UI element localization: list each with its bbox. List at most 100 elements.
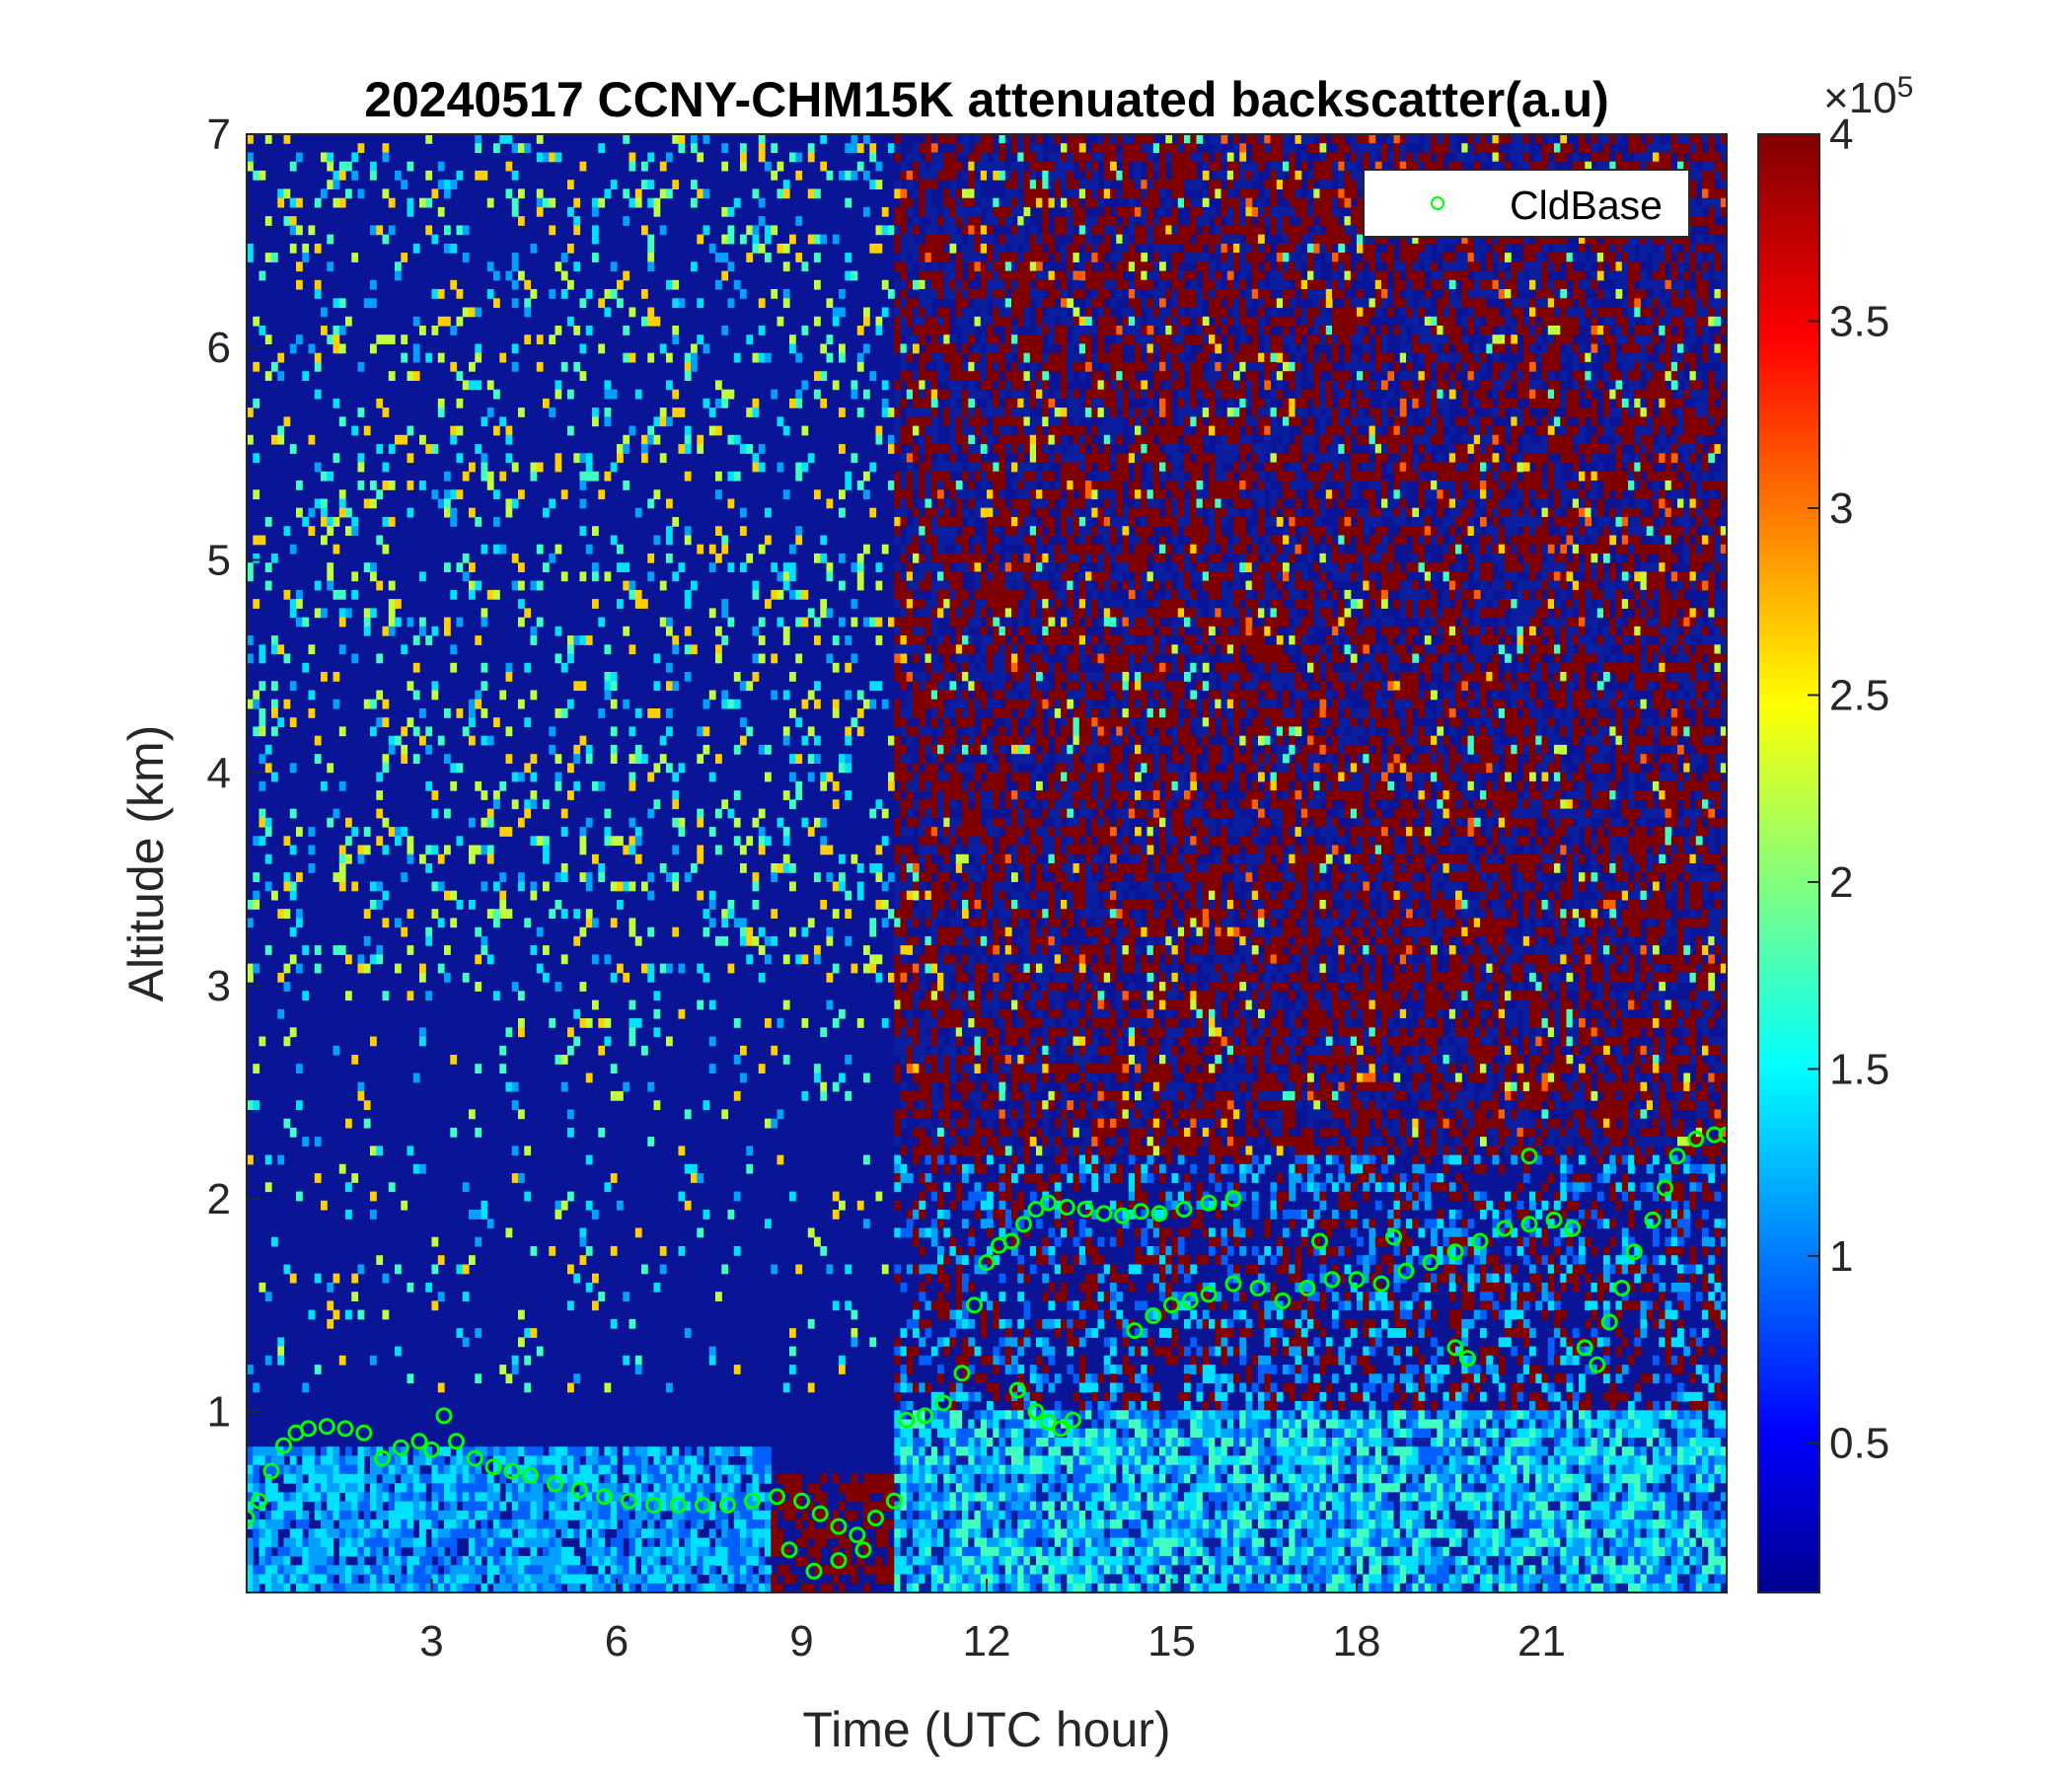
heatmap-cell <box>913 699 920 709</box>
heatmap-cell <box>629 152 636 163</box>
heatmap-cell <box>962 909 969 919</box>
heatmap-cell <box>930 580 938 591</box>
heatmap-cell <box>264 881 272 892</box>
heatmap-cell <box>814 1565 821 1576</box>
heatmap-cell <box>962 143 969 153</box>
heatmap-cell <box>444 507 451 518</box>
heatmap-cell <box>987 398 994 408</box>
heatmap-cell <box>598 1537 606 1548</box>
heatmap-cell <box>247 1483 254 1493</box>
heatmap-cell <box>338 343 346 354</box>
heatmap-cell <box>684 1483 692 1493</box>
heatmap-cell <box>437 735 445 746</box>
heatmap-cell <box>968 517 976 527</box>
heatmap-cell <box>450 1565 458 1576</box>
heatmap-cell <box>653 799 661 810</box>
heatmap-cell <box>987 717 994 727</box>
heatmap-cell <box>789 589 796 600</box>
heatmap-cell <box>407 845 414 855</box>
heatmap-cell <box>900 498 908 509</box>
heatmap-cell <box>900 553 908 563</box>
heatmap-cell <box>524 1446 532 1456</box>
heatmap-cell <box>949 1565 957 1576</box>
heatmap-cell <box>906 1565 914 1576</box>
heatmap-cell <box>672 1464 680 1475</box>
heatmap-cell <box>962 1428 969 1439</box>
heatmap-cell <box>820 836 828 847</box>
heatmap-cell <box>727 1574 735 1585</box>
heatmap-cell <box>987 462 994 473</box>
heatmap-cell <box>980 1328 988 1338</box>
heatmap-cell <box>974 972 982 983</box>
heatmap-cell <box>425 197 433 208</box>
heatmap-cell <box>919 580 926 591</box>
heatmap-cell <box>900 827 908 837</box>
heatmap-cell <box>913 1438 920 1447</box>
heatmap-cell <box>987 735 994 746</box>
heatmap-cell <box>980 1410 988 1421</box>
heatmap-cell <box>919 380 926 391</box>
heatmap-cell <box>684 589 692 600</box>
heatmap-cell <box>930 1090 938 1101</box>
heatmap-cell <box>930 1501 938 1512</box>
heatmap-cell <box>308 690 316 701</box>
heatmap-cell <box>560 361 568 372</box>
heatmap-cell <box>968 1556 976 1566</box>
heatmap-cell <box>746 1510 754 1520</box>
heatmap-cell <box>412 1501 420 1512</box>
heatmap-cell <box>314 1574 322 1585</box>
heatmap-cell <box>943 935 951 946</box>
heatmap-cell <box>925 170 932 181</box>
heatmap-cell <box>475 690 482 701</box>
heatmap-cell <box>259 1546 266 1557</box>
heatmap-cell <box>968 817 976 828</box>
heatmap-cell <box>691 863 698 873</box>
heatmap-cell <box>493 790 500 800</box>
heatmap-cell <box>277 972 285 983</box>
heatmap-cell <box>900 1109 908 1120</box>
heatmap-cell <box>919 434 926 445</box>
heatmap-cell <box>765 1528 772 1539</box>
heatmap-cell <box>314 361 322 372</box>
heatmap-cell <box>913 853 920 864</box>
heatmap-cell <box>851 380 858 391</box>
heatmap-cell <box>894 617 902 628</box>
heatmap-cell <box>684 444 692 454</box>
heatmap-cell <box>980 1528 988 1539</box>
heatmap-cell <box>678 1008 686 1019</box>
heatmap-cell <box>444 471 451 481</box>
heatmap-cell <box>419 708 426 718</box>
heatmap-cell <box>395 1483 402 1493</box>
heatmap-cell <box>974 225 982 236</box>
heatmap-cell <box>980 389 988 400</box>
heatmap-cell <box>469 1528 476 1539</box>
heatmap-cell <box>327 571 334 582</box>
heatmap-cell <box>469 589 476 600</box>
heatmap-cell <box>604 1574 612 1585</box>
heatmap-cell <box>271 1510 278 1520</box>
heatmap-cell <box>919 1282 926 1293</box>
heatmap-cell <box>919 890 926 901</box>
heatmap-cell <box>955 481 963 490</box>
heatmap-cell <box>376 398 384 408</box>
heatmap-cell <box>758 653 766 664</box>
heatmap-cell <box>980 909 988 919</box>
heatmap-cell <box>937 307 944 318</box>
heatmap-cell <box>653 535 661 546</box>
heatmap-cell <box>839 1365 846 1374</box>
heatmap-cell <box>962 526 969 536</box>
heatmap-cell <box>592 1583 599 1592</box>
heatmap-cell <box>771 863 778 873</box>
heatmap-cell <box>962 1081 969 1092</box>
heatmap-cell <box>925 1154 932 1165</box>
heatmap-cell <box>308 343 316 354</box>
heatmap-cell <box>659 863 667 873</box>
heatmap-cell <box>955 1018 963 1028</box>
heatmap-cell <box>617 1565 624 1576</box>
heatmap-cell <box>419 1537 426 1548</box>
heatmap-cell <box>296 599 303 609</box>
heatmap-cell <box>955 1163 963 1174</box>
heatmap-cell <box>906 699 914 709</box>
heatmap-cell <box>277 644 285 655</box>
heatmap-cell <box>771 1537 778 1548</box>
